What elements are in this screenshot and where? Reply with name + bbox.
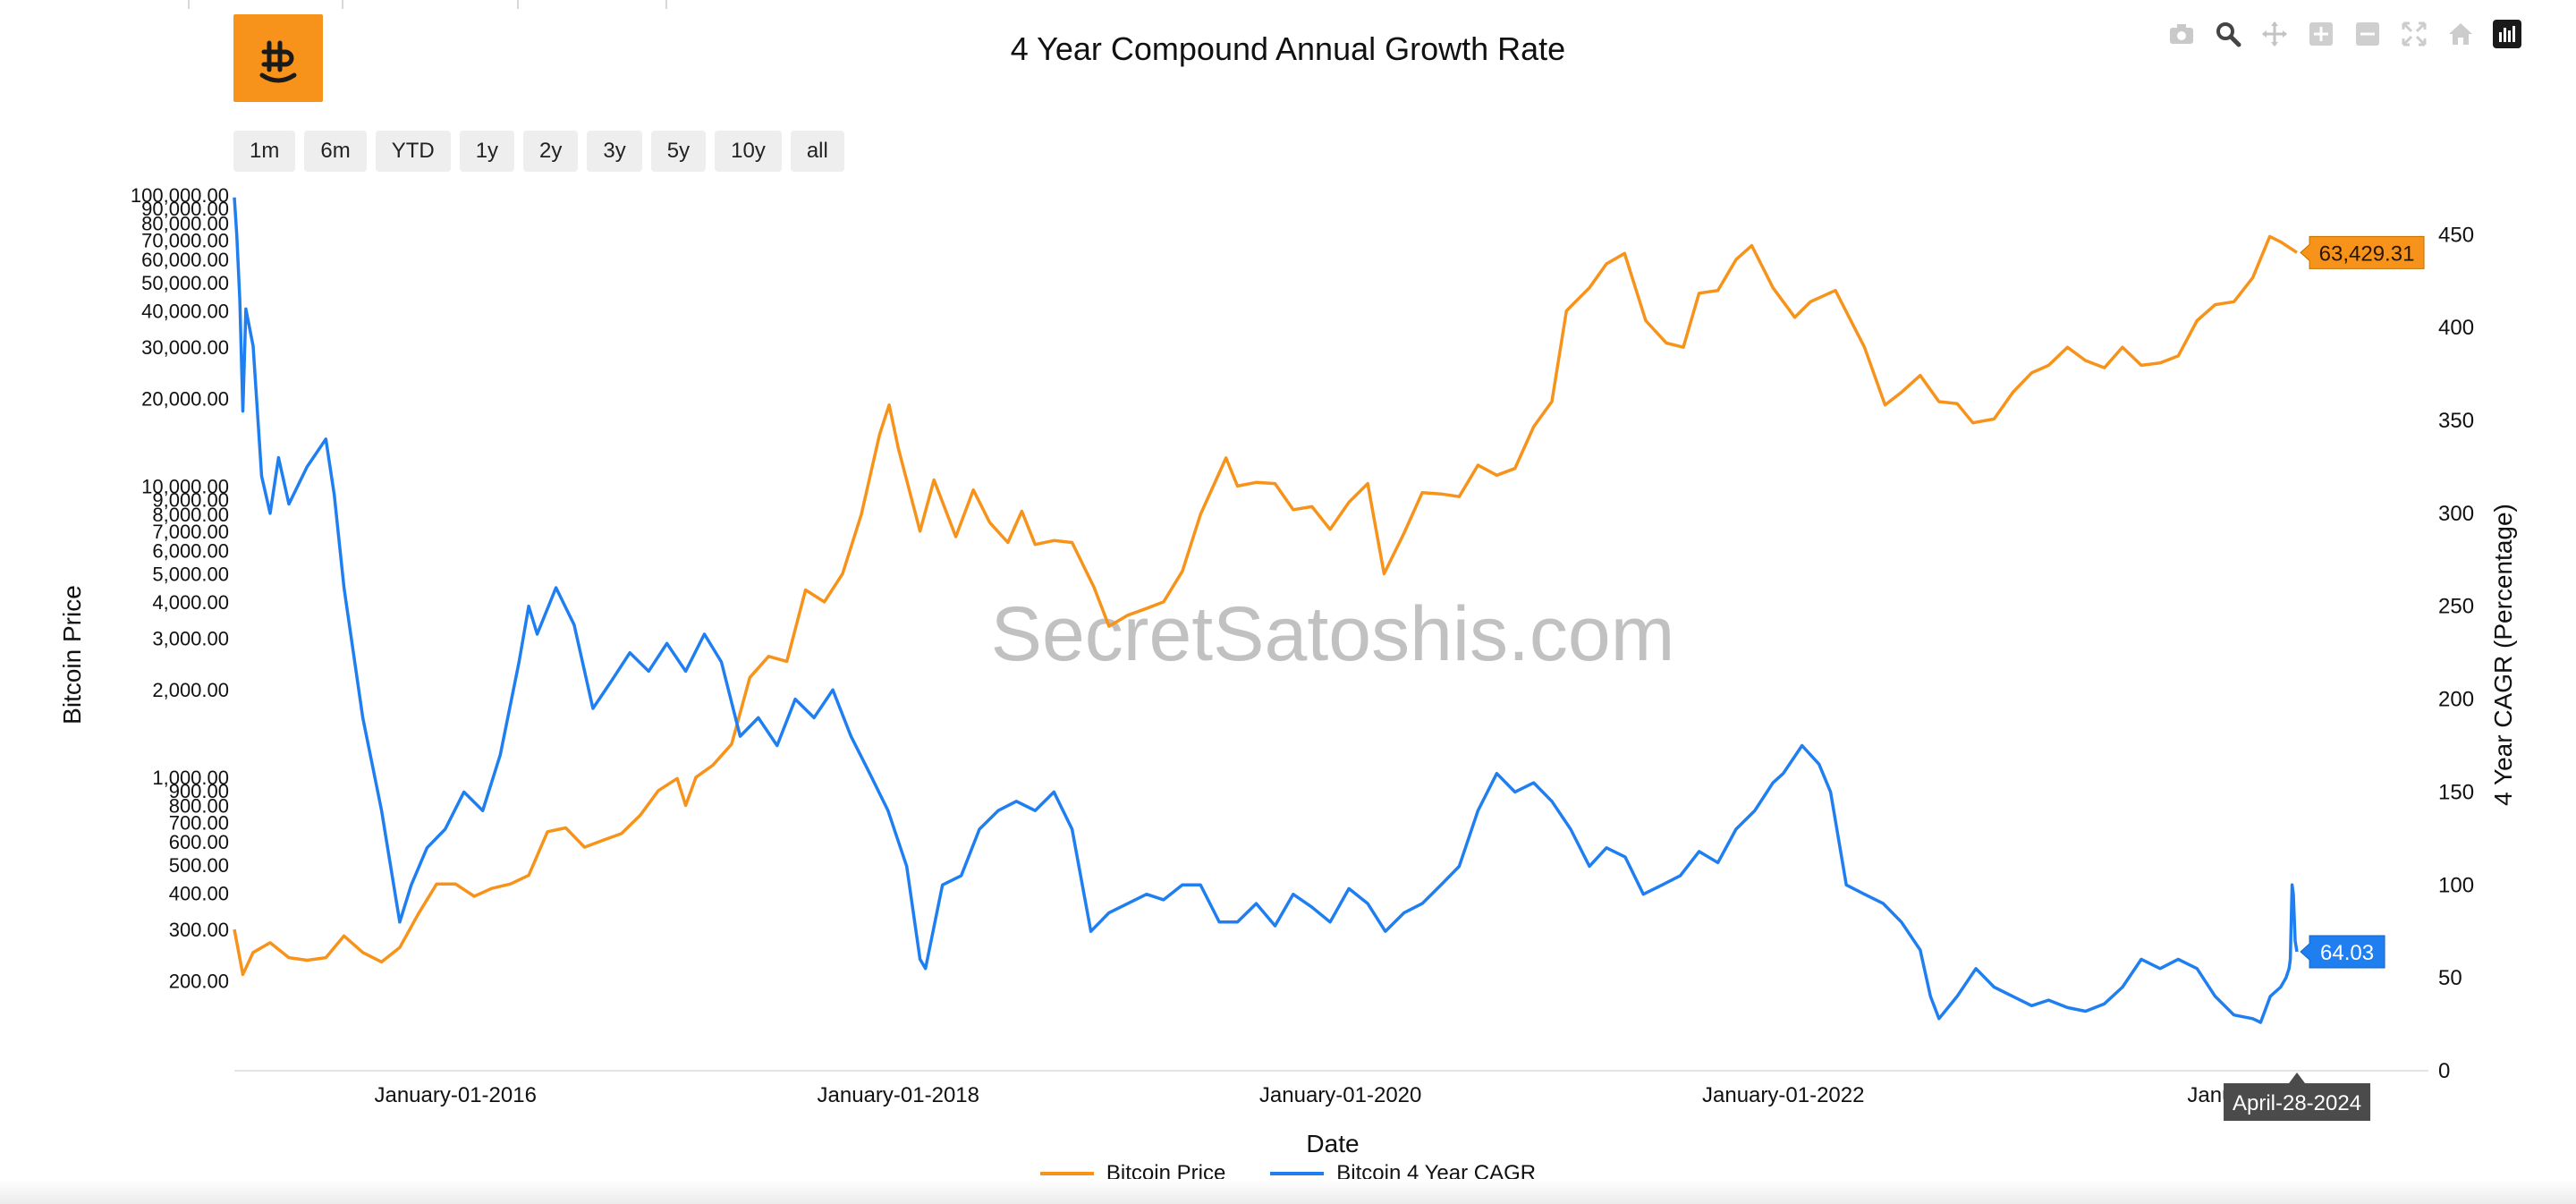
y-right-tick-label: 400 (2438, 316, 2474, 340)
bitcoin-logo[interactable] (233, 14, 323, 102)
camera-icon[interactable] (2166, 20, 2197, 48)
right-axis-ticks: 0 50 100 150 200 250 300 350 400 450 (2438, 223, 2474, 1083)
plotly-logo-icon[interactable] (2492, 20, 2522, 48)
series-line-price[interactable] (233, 234, 2298, 977)
y-left-tick-label: 7,000.00 (152, 521, 229, 543)
autoscale-icon[interactable] (2399, 20, 2429, 48)
zoom-icon[interactable] (2213, 20, 2243, 48)
watermark: SecretSatoshis.com (991, 591, 1675, 677)
hover-labels: 63,429.31 64.03 April-28-2024 (2224, 235, 2425, 1121)
y-left-tick-label: 3,000.00 (152, 628, 229, 650)
y-left-tick-label: 700.00 (169, 811, 229, 834)
y-left-tick-label: 40,000.00 (141, 301, 229, 323)
y-left-tick-label: 10,000.00 (141, 475, 229, 497)
range-button-2y[interactable]: 2y (523, 131, 579, 172)
y-left-tick-label: 70,000.00 (141, 229, 229, 251)
range-button-6m[interactable]: 6m (304, 131, 367, 172)
y-left-tick-label: 4,000.00 (152, 591, 229, 614)
x-tick-label: January-01-2022 (1702, 1083, 1864, 1107)
y-right-tick-label: 200 (2438, 688, 2474, 712)
y-left-tick-label: 200.00 (169, 970, 229, 992)
y-right-axis-label: 4 Year CAGR (Percentage) (2489, 504, 2517, 806)
y-left-tick-label: 50,000.00 (141, 272, 229, 294)
hover-label-text: 63,429.31 (2319, 242, 2415, 266)
bottom-shadow (0, 1179, 2576, 1204)
bitcoin-smile-icon (259, 40, 297, 83)
y-left-tick-label: 300.00 (169, 919, 229, 941)
y-left-tick-label: 5,000.00 (152, 563, 229, 585)
y-left-axis-label: Bitcoin Price (58, 585, 86, 725)
zoom-out-icon[interactable] (2352, 20, 2383, 48)
y-left-tick-label: 1,000.00 (152, 767, 229, 789)
chart-title: 4 Year Compound Annual Growth Rate (1010, 30, 1566, 67)
range-button-3y[interactable]: 3y (587, 131, 642, 172)
home-icon[interactable] (2445, 20, 2476, 48)
y-right-tick-label: 250 (2438, 595, 2474, 619)
x-axis-ticks: January-01-2016 January-01-2018 January-01… (374, 1083, 2263, 1107)
legend-swatch-cagr (1270, 1172, 1325, 1175)
y-left-tick-label: 900.00 (169, 780, 229, 802)
y-left-tick-label: 6,000.00 (152, 540, 229, 563)
range-button-all[interactable]: all (790, 131, 844, 172)
y-left-tick-label: 9,000.00 (152, 488, 229, 511)
range-button-1m[interactable]: 1m (233, 131, 296, 172)
y-left-tick-label: 100,000.00 (131, 184, 229, 207)
y-right-tick-label: 450 (2438, 223, 2474, 247)
x-tick-label: January-01-2018 (818, 1083, 979, 1107)
hover-label-text: 64.03 (2320, 941, 2374, 965)
y-right-tick-label: 350 (2438, 409, 2474, 433)
hover-x-label: April-28-2024 (2224, 1073, 2371, 1121)
legend-swatch-price (1039, 1172, 1094, 1175)
x-tick-label: January-01-2020 (1259, 1083, 1421, 1107)
y-left-tick-label: 600.00 (169, 831, 229, 853)
y-left-tick-label: 80,000.00 (141, 213, 229, 235)
y-right-tick-label: 50 (2438, 966, 2462, 990)
y-right-tick-label: 150 (2438, 780, 2474, 804)
y-right-tick-label: 100 (2438, 873, 2474, 897)
zoom-in-icon[interactable] (2306, 20, 2336, 48)
y-left-tick-label: 800.00 (169, 794, 229, 817)
top-tab-strip (0, 0, 2576, 9)
range-button-5y[interactable]: 5y (650, 131, 707, 172)
range-selector: 1m 6m YTD 1y 2y 3y 5y 10y all (233, 131, 844, 172)
series-line-cagr[interactable] (233, 197, 2299, 1024)
x-tick-label: January-01-2016 (374, 1083, 536, 1107)
series-group (233, 197, 2299, 1024)
hover-label-price: 63,429.31 (2300, 235, 2425, 269)
y-left-tick-label: 8,000.00 (152, 504, 229, 526)
range-button-ytd[interactable]: YTD (375, 131, 451, 172)
y-left-tick-label: 400.00 (169, 882, 229, 904)
left-axis-ticks: 200.00 300.00 400.00 500.00600.00700.00800.… (131, 184, 229, 992)
y-left-tick-label: 30,000.00 (141, 336, 229, 359)
range-button-10y[interactable]: 10y (715, 131, 782, 172)
hover-label-cagr: 64.03 (2300, 935, 2385, 969)
y-left-tick-label: 60,000.00 (141, 249, 229, 271)
range-button-1y[interactable]: 1y (459, 131, 515, 172)
x-axis-label: Date (1306, 1130, 1359, 1157)
pan-icon[interactable] (2259, 20, 2290, 48)
y-left-tick-label: 20,000.00 (141, 387, 229, 410)
y-left-tick-label: 90,000.00 (141, 198, 229, 220)
y-right-tick-label: 0 (2438, 1059, 2450, 1083)
y-left-tick-label: 2,000.00 (152, 679, 229, 701)
hover-x-label-text: April-28-2024 (2233, 1091, 2361, 1115)
y-left-tick-label: 500.00 (169, 854, 229, 877)
chart-modebar (2166, 20, 2522, 48)
y-right-tick-label: 300 (2438, 502, 2474, 526)
